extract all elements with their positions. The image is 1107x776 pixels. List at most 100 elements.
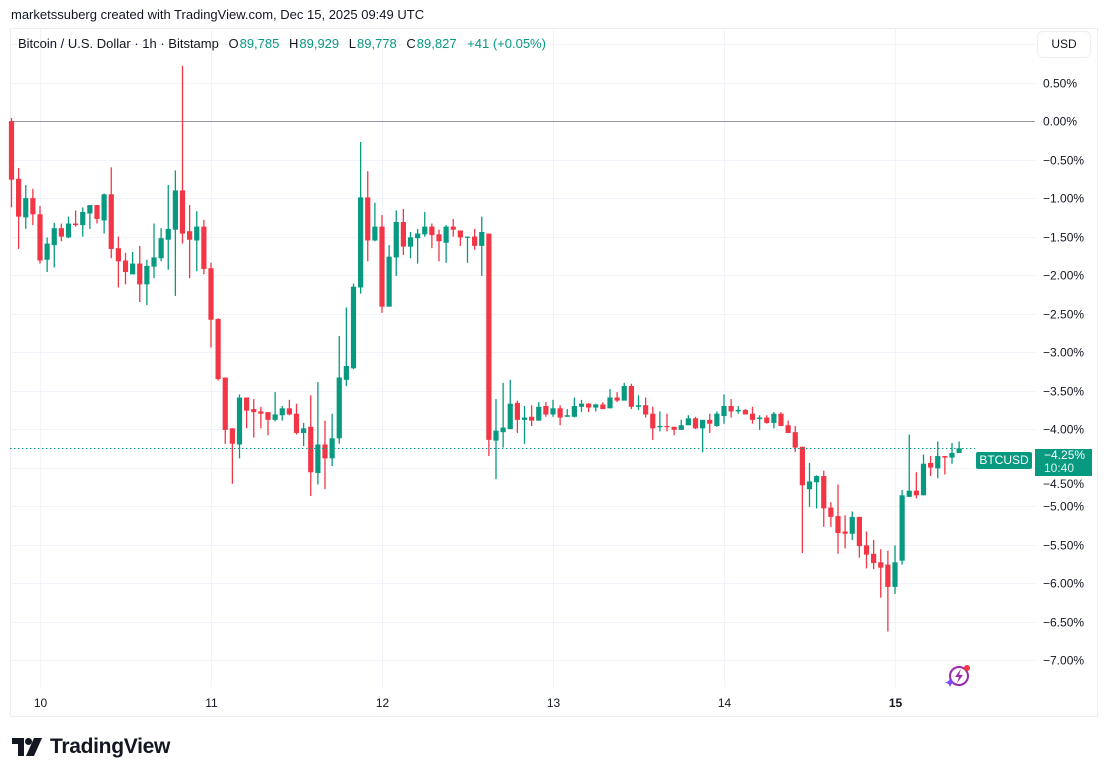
candle-body bbox=[913, 490, 919, 496]
y-tick-label: −5.50% bbox=[1043, 539, 1084, 553]
candle bbox=[94, 205, 100, 224]
open-value: 89,785 bbox=[239, 36, 280, 51]
candle-body bbox=[386, 256, 392, 307]
candle-body bbox=[358, 197, 364, 288]
candle-body bbox=[229, 428, 235, 444]
candle bbox=[956, 441, 962, 453]
candle bbox=[771, 412, 777, 429]
candle-body bbox=[407, 237, 414, 247]
candle bbox=[222, 377, 228, 444]
candle-body bbox=[137, 263, 143, 285]
candle-body bbox=[920, 463, 927, 496]
candle-body bbox=[37, 214, 43, 261]
candle-body bbox=[521, 417, 528, 420]
open-label: O bbox=[228, 36, 239, 51]
candle-body bbox=[856, 516, 862, 547]
candles bbox=[8, 65, 962, 632]
candle bbox=[942, 456, 948, 475]
candle bbox=[757, 415, 763, 430]
candle-body bbox=[650, 413, 656, 429]
candle-body bbox=[956, 448, 962, 453]
candle bbox=[450, 218, 456, 237]
grid bbox=[10, 28, 1035, 687]
y-tick-label: −1.50% bbox=[1043, 231, 1084, 245]
candle bbox=[336, 335, 342, 444]
candle-body bbox=[757, 417, 763, 420]
close-value: 89,827 bbox=[416, 36, 457, 51]
candle bbox=[179, 65, 186, 244]
candle-body bbox=[842, 531, 848, 534]
candle bbox=[30, 188, 36, 226]
candle bbox=[714, 411, 720, 427]
candle-body bbox=[315, 444, 321, 473]
candle bbox=[130, 252, 136, 275]
candle-body bbox=[949, 452, 955, 458]
candle-body bbox=[422, 226, 428, 235]
candle bbox=[236, 394, 243, 459]
y-tick-label: −4.50% bbox=[1043, 477, 1084, 491]
candle bbox=[521, 406, 528, 444]
candle-body bbox=[607, 397, 613, 409]
currency-button[interactable]: USD bbox=[1037, 31, 1091, 58]
candle-body bbox=[721, 406, 727, 417]
candle bbox=[557, 405, 563, 426]
close-label: C bbox=[406, 36, 416, 51]
bar-countdown: 10:40 bbox=[1044, 461, 1075, 475]
candle bbox=[144, 259, 150, 306]
candle-body bbox=[393, 222, 399, 258]
candle-body bbox=[764, 417, 770, 423]
candle-body bbox=[814, 476, 820, 483]
candle-body bbox=[65, 223, 72, 238]
candle bbox=[657, 411, 663, 432]
candle bbox=[806, 462, 813, 507]
candle-body bbox=[436, 234, 442, 242]
candle bbox=[920, 454, 927, 496]
candle bbox=[664, 413, 670, 432]
candle bbox=[122, 252, 129, 285]
candle bbox=[108, 167, 114, 259]
candle-body bbox=[657, 426, 663, 428]
x-axis[interactable]: 10 11 12 13 14 15 bbox=[34, 696, 903, 710]
candle-body bbox=[507, 403, 513, 430]
candle bbox=[393, 210, 399, 276]
candle-body bbox=[272, 414, 278, 420]
candle-body bbox=[635, 405, 642, 407]
candle bbox=[721, 394, 727, 424]
candle bbox=[315, 382, 321, 485]
candle-body bbox=[586, 403, 592, 408]
candle-body bbox=[400, 222, 406, 247]
candle-body bbox=[600, 404, 606, 410]
candle bbox=[151, 223, 157, 279]
candle-body bbox=[158, 238, 164, 259]
candle-body bbox=[350, 286, 357, 369]
y-tick-label: −6.00% bbox=[1043, 577, 1084, 591]
candle-body bbox=[799, 446, 805, 486]
candle bbox=[600, 402, 606, 410]
candle bbox=[80, 207, 86, 237]
y-tick-label: −2.00% bbox=[1043, 269, 1084, 283]
candle bbox=[279, 406, 285, 421]
tradingview-logo-icon bbox=[12, 738, 42, 756]
candle-body bbox=[179, 190, 186, 234]
candle-body bbox=[543, 406, 549, 415]
candle-body bbox=[928, 462, 934, 468]
candle-body bbox=[44, 243, 50, 260]
candle-body bbox=[308, 426, 314, 473]
lightning-badge-icon[interactable] bbox=[944, 664, 972, 695]
candle-body bbox=[208, 268, 214, 320]
candle-body bbox=[771, 413, 777, 423]
candle-body bbox=[336, 377, 342, 439]
candle bbox=[58, 223, 64, 242]
tradingview-logo[interactable]: TradingView bbox=[12, 735, 170, 759]
candle-body bbox=[792, 432, 798, 448]
candle bbox=[643, 397, 649, 418]
candle-body bbox=[415, 233, 421, 239]
candle-body bbox=[172, 190, 178, 230]
candle bbox=[8, 118, 15, 208]
y-axis[interactable]: 1.00%0.50%0.00%−0.50%−1.00%−1.50%−2.00%−… bbox=[1043, 38, 1084, 668]
candle-body bbox=[892, 562, 898, 587]
symbol-description: Bitcoin / U.S. Dollar · 1h · Bitstamp bbox=[18, 36, 219, 51]
candle bbox=[835, 484, 841, 554]
candle bbox=[792, 426, 798, 453]
